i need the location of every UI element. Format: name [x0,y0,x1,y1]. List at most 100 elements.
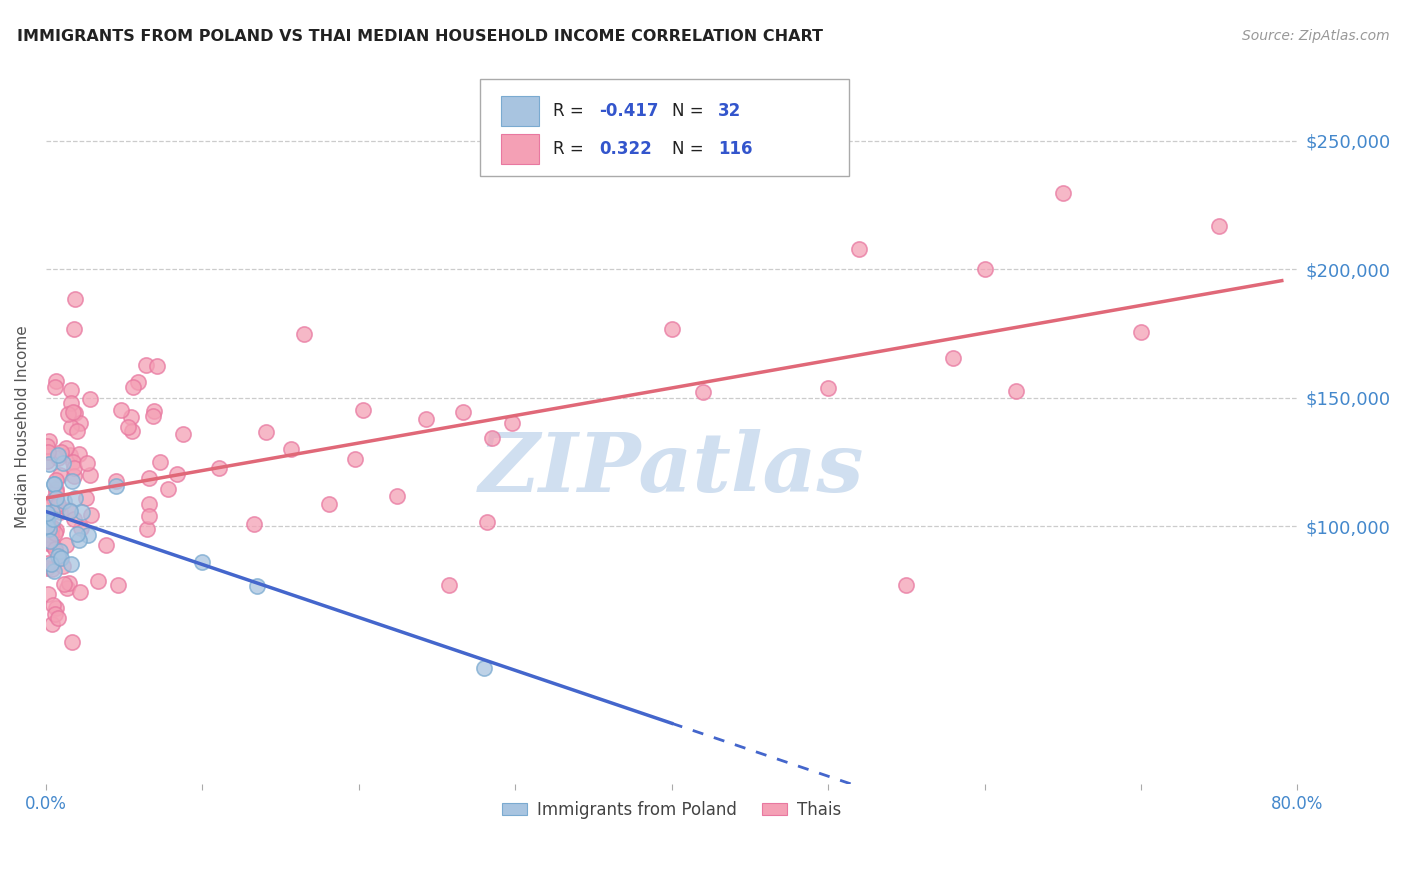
Point [41,562,63,576]
Point [60,420,83,434]
Point [45,375,67,389]
Point [49,544,72,558]
Point [49,445,72,459]
Point [45,482,67,496]
Point [59,396,82,410]
Point [59,558,82,572]
Point [76,456,98,470]
Point [35,507,58,521]
Point [69,520,91,534]
Point [120,410,142,425]
Point [481,431,503,445]
Point [94,537,117,551]
Point [66,526,89,541]
Point [44,491,66,506]
Point [44,607,66,622]
Point [35,518,58,533]
Point [105,474,128,488]
Point [166,467,188,481]
Point [172,426,194,441]
Point [38,522,60,536]
Point [63,406,86,420]
Y-axis label: Median Household Income: Median Household Income [15,325,30,527]
Point [87,574,110,588]
Point [46,498,69,512]
Point [661,322,683,336]
Point [45,524,67,538]
Bar [502,134,538,163]
Point [38,457,60,471]
Text: 32: 32 [718,103,741,120]
Text: N =: N = [672,103,709,120]
Text: IMMIGRANTS FROM POLAND VS THAI MEDIAN HOUSEHOLD INCOME CORRELATION CHART: IMMIGRANTS FROM POLAND VS THAI MEDIAN HO… [17,29,823,44]
Point [37,557,59,571]
Point [79,467,101,482]
Point [62,468,84,483]
Point [46,451,69,466]
Point [35,500,58,515]
Point [58,502,80,516]
Point [39,557,62,571]
Point [117,419,139,434]
Point [942,351,965,365]
Point [52,577,75,591]
Point [45,484,67,499]
Point [121,424,143,438]
FancyBboxPatch shape [481,79,849,176]
Point [352,403,374,417]
Point [76,527,98,541]
Point [692,385,714,400]
Point [49,468,72,483]
Bar [502,96,538,127]
Point [35,453,58,467]
Point [39,537,62,551]
Point [70,505,93,519]
Point [38,533,60,548]
Point [149,455,172,469]
Point [80,508,103,522]
Point [62,511,84,525]
Point [48,551,70,566]
Point [62,405,84,419]
Point [67,447,90,461]
Point [49,551,72,566]
Text: N =: N = [672,140,709,158]
Legend: Immigrants from Poland, Thais: Immigrants from Poland, Thais [495,794,848,825]
Point [35,514,58,528]
Point [138,509,160,524]
Point [122,380,145,394]
Point [318,497,340,511]
Point [45,600,67,615]
Point [46,448,69,462]
Point [66,424,89,438]
Text: 116: 116 [718,140,752,158]
Point [475,515,498,529]
Point [38,434,60,449]
Point [1208,219,1230,234]
Text: ZIPatlas: ZIPatlas [479,429,865,509]
Point [208,460,231,475]
Point [437,578,460,592]
Point [817,381,839,395]
Text: -0.417: -0.417 [599,103,658,120]
Point [44,541,66,556]
Point [65,491,87,505]
Point [41,520,63,534]
Point [56,581,79,595]
Point [105,479,128,493]
Point [44,380,66,394]
Point [58,448,80,462]
Point [107,578,129,592]
Point [138,497,160,511]
Point [62,322,84,336]
Point [55,538,77,552]
Point [135,359,157,373]
Point [67,533,90,548]
Point [42,598,65,612]
Point [191,555,214,569]
Point [280,442,302,456]
Point [127,376,149,390]
Point [41,512,63,526]
Point [896,578,918,592]
Point [501,416,523,430]
